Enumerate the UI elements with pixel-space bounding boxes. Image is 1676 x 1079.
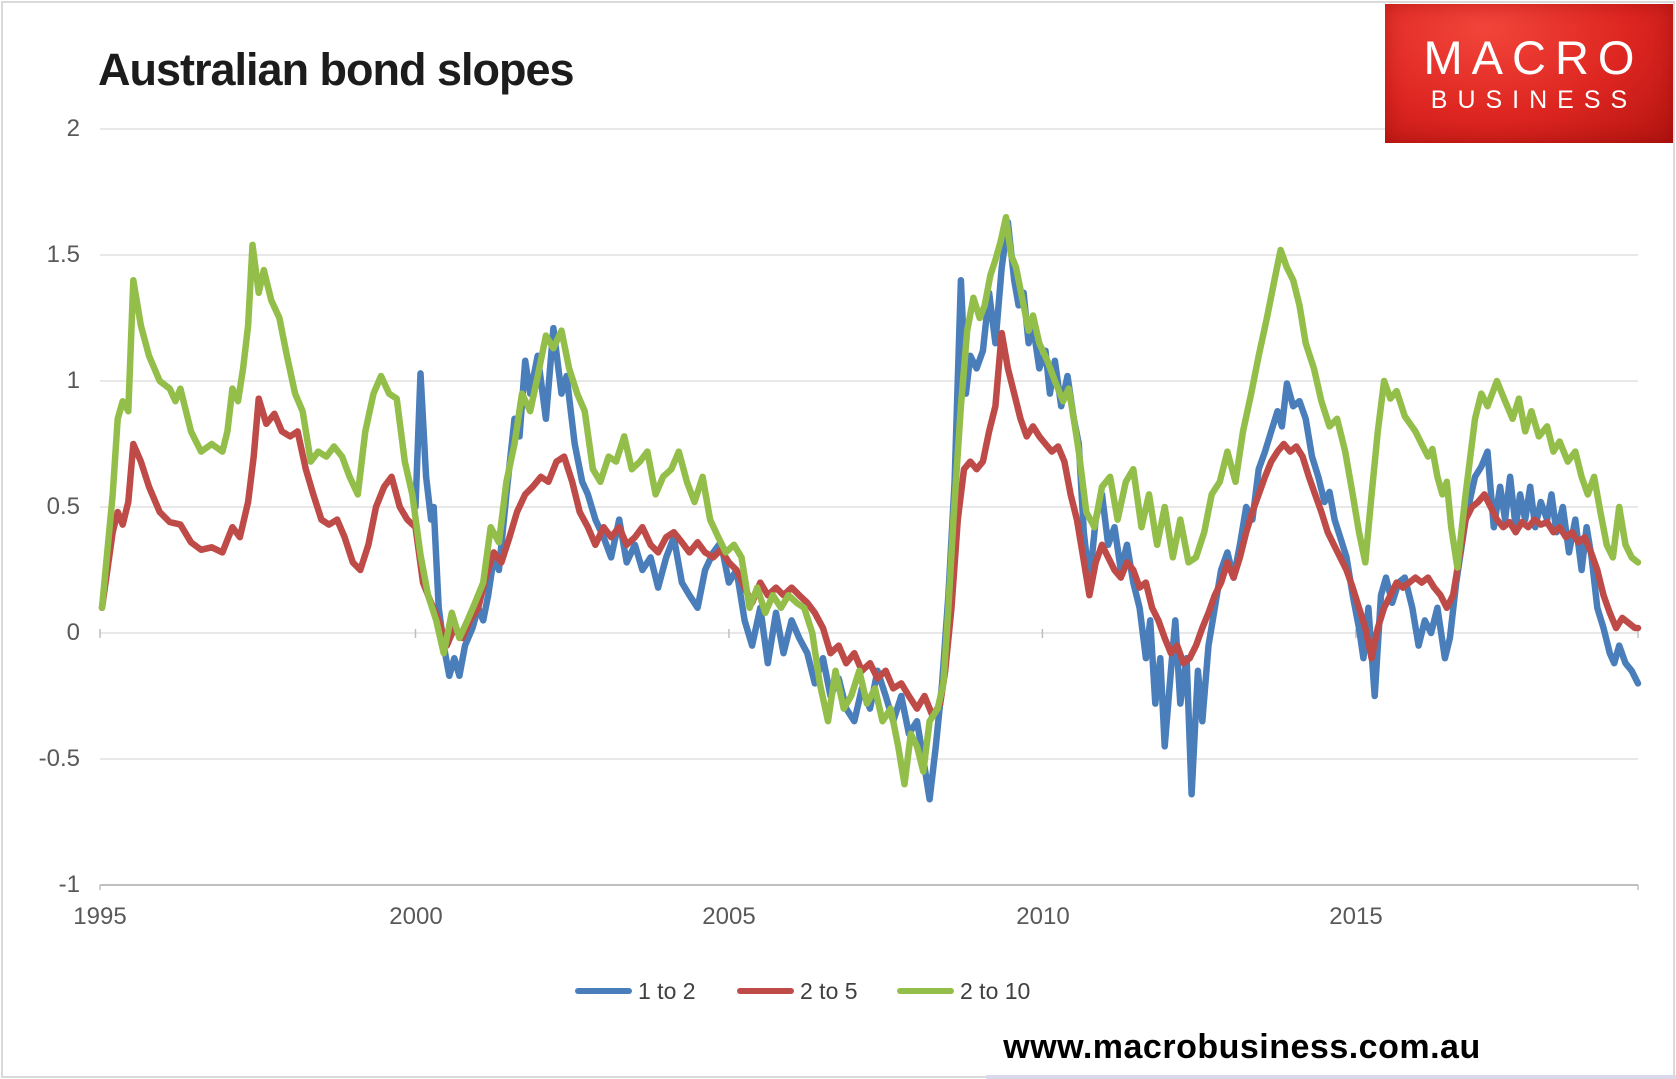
legend-swatch-green	[897, 988, 954, 994]
y-axis-label-1-5: 1.5	[46, 241, 80, 268]
series-line-2-to-5	[98, 329, 1642, 720]
y-axis-label-0-5: 0.5	[46, 493, 80, 520]
y-axis-label-2: 2	[66, 115, 80, 142]
legend-item-1-to-2: 1 to 2	[575, 977, 696, 1005]
x-axis-label-2005: 2005	[702, 903, 756, 930]
bottom-accent-strip	[986, 1075, 1676, 1079]
series-line-1-to-2	[412, 218, 1642, 803]
macrobusiness-logo: MACRO BUSINESS	[1385, 4, 1673, 143]
x-axis-label-1995: 1995	[73, 903, 127, 930]
logo-text-macro: MACRO	[1423, 31, 1644, 84]
y-axis-label-neg-0-5: -0.5	[38, 745, 80, 772]
legend-label-1-to-2: 1 to 2	[638, 978, 696, 1004]
x-axis-label-2010: 2010	[1016, 903, 1070, 930]
chart-title: Australian bond slopes	[98, 44, 575, 95]
chart-legend: 1 to 2 2 to 5 2 to 10	[0, 977, 1676, 1005]
y-axis-label-0: 0	[66, 619, 80, 646]
series-line-2-to-10	[98, 213, 1642, 788]
legend-item-2-to-5: 2 to 5	[737, 977, 858, 1005]
legend-swatch-red	[737, 988, 794, 994]
x-axis-label-2015: 2015	[1329, 903, 1383, 930]
y-axis-label-1: 1	[66, 367, 80, 394]
x-axis-label-2000: 2000	[389, 903, 443, 930]
legend-label-2-to-10: 2 to 10	[960, 978, 1031, 1004]
y-axis-label-neg-1: -1	[58, 871, 80, 898]
logo-text-business: BUSINESS	[1430, 86, 1638, 114]
website-url: www.macrobusiness.com.au	[1003, 1028, 1481, 1066]
legend-item-2-to-10: 2 to 10	[897, 977, 1030, 1005]
legend-swatch-blue	[575, 988, 632, 994]
legend-label-2-to-5: 2 to 5	[800, 978, 858, 1004]
